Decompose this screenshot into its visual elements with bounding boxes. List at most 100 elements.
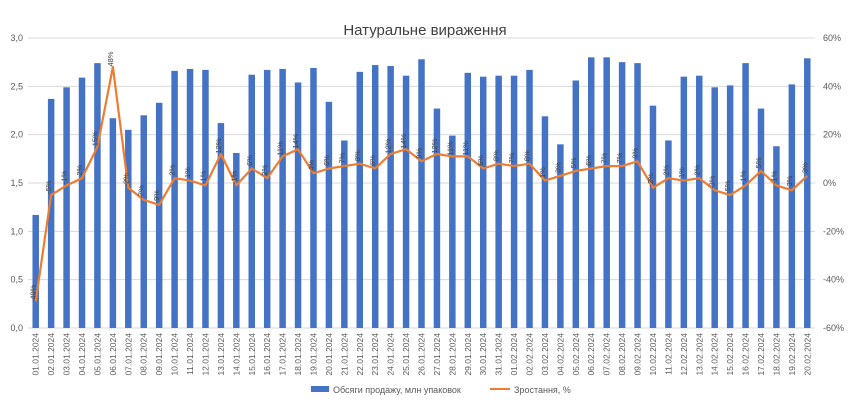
bar bbox=[356, 71, 364, 328]
growth-data-label: 1% bbox=[677, 167, 686, 178]
x-tick-label: 19.01.2024 bbox=[308, 333, 318, 376]
bar bbox=[526, 69, 533, 329]
bar bbox=[217, 123, 225, 328]
growth-data-label: 2% bbox=[661, 164, 670, 175]
growth-line bbox=[34, 65, 809, 302]
bar bbox=[464, 72, 472, 328]
growth-data-label: 11% bbox=[445, 141, 454, 156]
x-axis-ticks: 01.01.2024 02.01.2024 03.01.2024 04.01.2024… bbox=[31, 333, 813, 376]
growth-data-label: -1% bbox=[198, 170, 207, 184]
bar bbox=[171, 70, 178, 328]
growth-data-label: 5% bbox=[754, 157, 763, 168]
x-tick-label: 22.01.2024 bbox=[355, 333, 365, 376]
line-data-labels: -49% -5% -1% 2% 15% 48% -2% -7% -9% 2% 1% -1% 12% -1%… bbox=[29, 51, 810, 302]
left-tick-label: 0,0 bbox=[10, 323, 23, 333]
bar bbox=[588, 57, 595, 328]
bar bbox=[109, 118, 117, 328]
bar bbox=[665, 140, 672, 328]
x-tick-label: 03.02.2024 bbox=[540, 333, 550, 376]
legend-label-line: Зростання, % bbox=[514, 385, 571, 395]
bar bbox=[649, 105, 657, 329]
right-tick-label: -20% bbox=[823, 226, 844, 236]
bar bbox=[634, 63, 641, 329]
x-tick-label: 16.01.2024 bbox=[262, 333, 272, 376]
bar bbox=[294, 82, 302, 328]
growth-data-label: 3% bbox=[800, 162, 809, 173]
growth-data-label: 12% bbox=[214, 138, 223, 153]
x-tick-label: 17.01.2024 bbox=[278, 333, 288, 376]
bar bbox=[726, 85, 734, 328]
x-tick-label: 21.01.2024 bbox=[339, 333, 349, 376]
bar bbox=[418, 59, 425, 329]
bar bbox=[202, 69, 209, 329]
growth-data-label: 6% bbox=[476, 155, 485, 166]
growth-data-label: 6% bbox=[368, 155, 377, 166]
x-tick-label: 02.01.2024 bbox=[46, 333, 56, 376]
x-tick-label: 07.02.2024 bbox=[602, 333, 612, 376]
bar bbox=[618, 62, 626, 329]
bar bbox=[773, 146, 780, 328]
growth-data-label: 9% bbox=[631, 148, 640, 159]
line-series bbox=[34, 65, 809, 302]
bar bbox=[696, 75, 703, 328]
growth-data-label: 11% bbox=[461, 141, 470, 156]
x-tick-label: 10.01.2024 bbox=[170, 333, 180, 376]
growth-data-label: 6% bbox=[322, 155, 331, 166]
bar bbox=[433, 108, 441, 328]
right-axis-ticks: -60% -40% -20% 0% 20% 40% 60% bbox=[823, 33, 844, 333]
x-tick-label: 20.01.2024 bbox=[324, 333, 334, 376]
x-tick-label: 18.02.2024 bbox=[771, 333, 781, 376]
x-tick-label: 13.01.2024 bbox=[216, 333, 226, 376]
right-tick-label: 20% bbox=[823, 130, 841, 140]
bar bbox=[402, 75, 410, 328]
x-tick-label: 13.02.2024 bbox=[694, 333, 704, 376]
growth-data-label: 2% bbox=[168, 164, 177, 175]
x-tick-label: 29.01.2024 bbox=[463, 333, 473, 376]
bar bbox=[125, 129, 132, 328]
x-tick-label: 14.01.2024 bbox=[231, 333, 241, 376]
x-tick-label: 28.01.2024 bbox=[447, 333, 457, 376]
x-tick-label: 26.01.2024 bbox=[417, 333, 427, 376]
bar bbox=[680, 76, 688, 329]
growth-data-label: 1% bbox=[183, 167, 192, 178]
x-tick-label: 15.01.2024 bbox=[247, 333, 257, 376]
bar bbox=[63, 87, 70, 328]
growth-data-label: -9% bbox=[152, 190, 161, 204]
x-tick-label: 11.01.2024 bbox=[185, 333, 195, 375]
growth-data-label: -49% bbox=[29, 284, 38, 302]
growth-data-label: -2% bbox=[121, 173, 130, 187]
x-tick-label: 27.01.2024 bbox=[432, 333, 442, 376]
bar bbox=[371, 65, 379, 329]
x-tick-label: 05.01.2024 bbox=[92, 333, 102, 376]
bar bbox=[325, 101, 333, 328]
bar bbox=[757, 108, 765, 328]
x-tick-label: 01.01.2024 bbox=[31, 333, 41, 376]
bar bbox=[804, 58, 811, 329]
bar bbox=[788, 84, 796, 329]
x-tick-label: 18.01.2024 bbox=[293, 333, 303, 376]
growth-data-label: -5% bbox=[723, 180, 732, 194]
growth-data-label: 15% bbox=[90, 131, 99, 146]
growth-data-label: -7% bbox=[137, 185, 146, 199]
bar bbox=[541, 116, 549, 328]
growth-data-label: 7% bbox=[337, 152, 346, 163]
x-tick-label: 08.02.2024 bbox=[617, 333, 627, 376]
growth-data-label: 1% bbox=[538, 167, 547, 178]
growth-data-label: 8% bbox=[353, 150, 362, 161]
x-tick-label: 04.01.2024 bbox=[77, 333, 87, 376]
growth-data-label: -5% bbox=[44, 180, 53, 194]
growth-data-label: -1% bbox=[229, 170, 238, 184]
x-tick-label: 05.02.2024 bbox=[571, 333, 581, 376]
growth-data-label: 14% bbox=[399, 133, 408, 148]
x-tick-label: 06.01.2024 bbox=[108, 333, 118, 376]
left-tick-label: 1,0 bbox=[10, 226, 23, 236]
growth-data-label: 8% bbox=[492, 150, 501, 161]
bar bbox=[263, 69, 271, 329]
growth-data-label: 48% bbox=[106, 51, 115, 66]
x-tick-label: 30.01.2024 bbox=[478, 333, 488, 376]
growth-data-label: 4% bbox=[306, 160, 315, 171]
bar bbox=[186, 68, 194, 328]
right-tick-label: 60% bbox=[823, 33, 841, 43]
x-tick-label: 06.02.2024 bbox=[586, 333, 596, 376]
x-tick-label: 12.01.2024 bbox=[200, 333, 210, 376]
